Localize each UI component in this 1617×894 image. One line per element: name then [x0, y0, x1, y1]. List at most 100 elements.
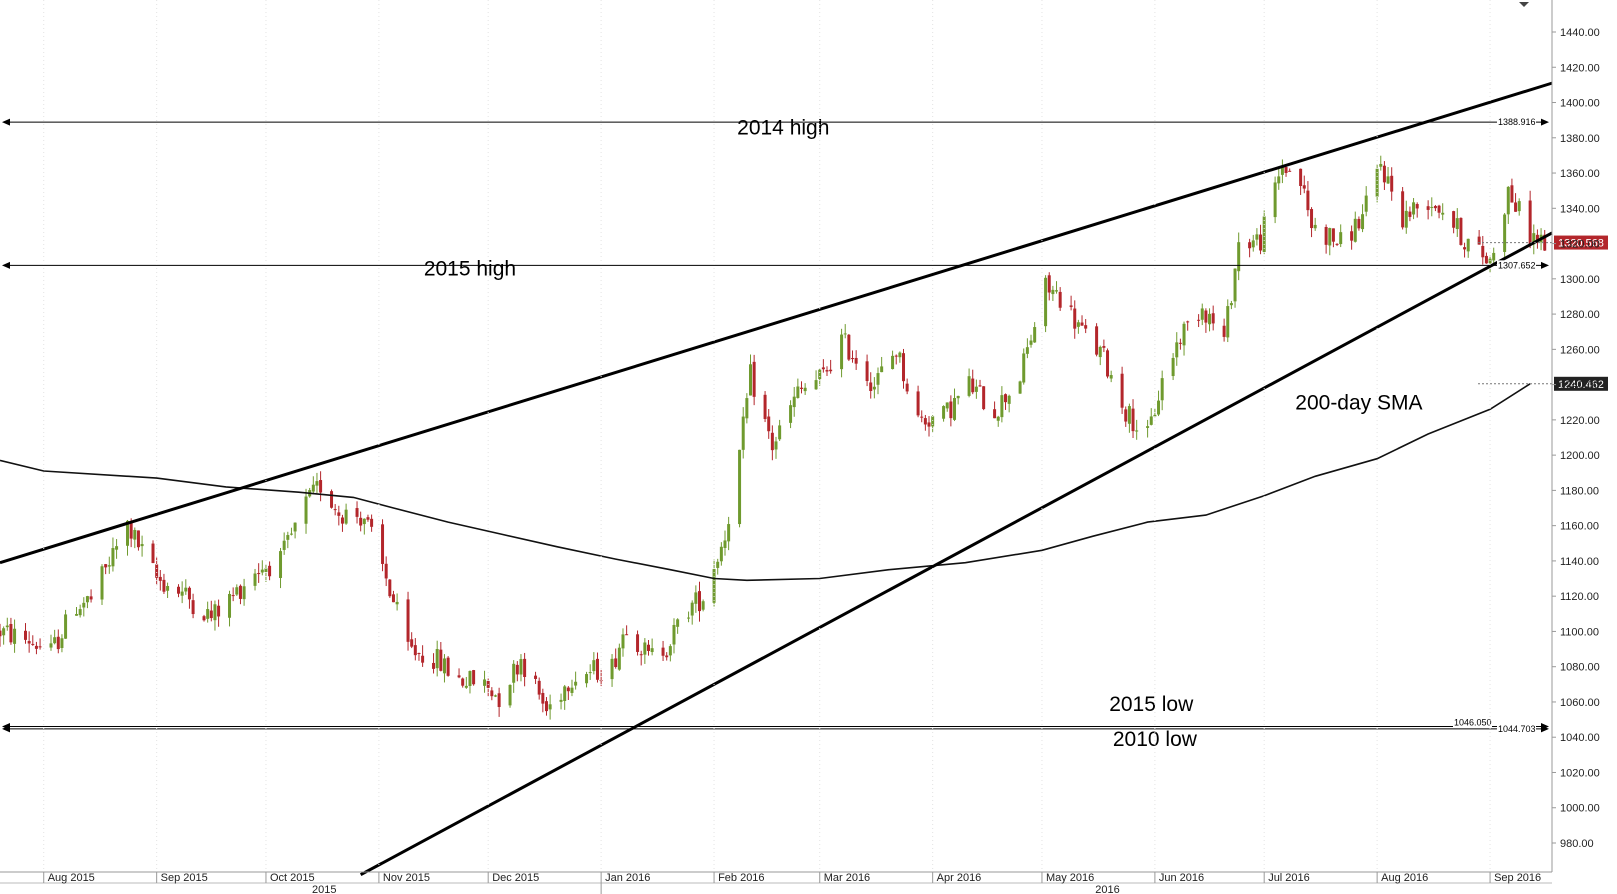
- candle-down: [1415, 204, 1419, 209]
- candle-down: [370, 518, 374, 527]
- candle-up: [1109, 375, 1113, 379]
- candle-down: [9, 623, 13, 643]
- candle-up: [13, 628, 17, 644]
- candle-down: [1284, 166, 1288, 173]
- candle-down: [337, 512, 341, 516]
- y-tick-label: 1180.00: [1560, 485, 1599, 497]
- candle-down: [1047, 275, 1051, 293]
- candle-up: [1153, 414, 1157, 417]
- y-tick-label: 1060.00: [1560, 697, 1600, 709]
- candle-down: [800, 387, 804, 389]
- x-tick-label: Dec 2015: [492, 872, 539, 884]
- candle-down: [1084, 325, 1088, 329]
- candle-up: [1200, 308, 1204, 320]
- candle-down: [763, 394, 767, 419]
- candle-down: [209, 610, 213, 619]
- candle-down: [1069, 305, 1073, 307]
- candle-up: [213, 604, 217, 621]
- candle-up: [898, 352, 902, 358]
- candle-down: [388, 579, 392, 597]
- candle-down: [421, 655, 425, 663]
- candle-up: [548, 704, 552, 710]
- candle-up: [592, 660, 596, 672]
- candle-up: [311, 484, 315, 492]
- candle-down: [413, 645, 417, 656]
- candle-up: [719, 546, 723, 562]
- candle-down: [1102, 346, 1106, 348]
- candle-up: [344, 509, 348, 524]
- candle-down: [257, 573, 261, 575]
- candle-up: [166, 586, 170, 591]
- candle-up: [1055, 290, 1059, 292]
- annotations-layer: 2014 high 2015 high 2015 low 2010 low 200-da…: [424, 116, 1608, 751]
- candle-down: [825, 370, 829, 372]
- y-tick-label: 1400.00: [1560, 98, 1600, 110]
- candle-up: [574, 681, 578, 686]
- level-label-bg: [1453, 717, 1492, 728]
- candle-up: [508, 684, 512, 706]
- candle-down: [136, 530, 140, 548]
- candle-up: [1171, 357, 1175, 377]
- candle-up: [1313, 224, 1317, 229]
- candle-down: [515, 664, 519, 675]
- candle-up: [1455, 218, 1459, 230]
- candle-up: [111, 548, 115, 567]
- candle-up: [741, 416, 745, 450]
- candle-down: [1080, 322, 1084, 326]
- candle-down: [523, 658, 527, 677]
- y-tick-label: 1120.00: [1560, 591, 1599, 603]
- level-label-bg: [1497, 723, 1536, 734]
- candle-up: [64, 614, 68, 639]
- candle-down: [162, 579, 166, 592]
- candle-down: [1186, 321, 1190, 323]
- candle-down: [1426, 206, 1430, 210]
- candle-up: [974, 386, 978, 392]
- y-tick-label: 1040.00: [1560, 732, 1600, 744]
- candle-up: [745, 398, 749, 419]
- candle-up: [1492, 252, 1496, 261]
- candle-down: [410, 639, 414, 647]
- candle-up: [712, 569, 716, 603]
- candle-up: [1182, 323, 1186, 346]
- candle-down: [89, 596, 93, 600]
- year-label: 2016: [1095, 884, 1119, 894]
- candle-down: [566, 687, 570, 692]
- candle-down: [1178, 342, 1182, 344]
- x-tick-label: Aug 2016: [1381, 872, 1428, 884]
- x-tick-label: Jul 2016: [1268, 872, 1310, 884]
- y-tick-label: 1240.00: [1560, 380, 1600, 392]
- candle-down: [971, 378, 975, 393]
- candle-down: [31, 643, 35, 645]
- candle-down: [1390, 175, 1394, 192]
- candle-up: [260, 569, 264, 573]
- candle-down: [894, 355, 898, 357]
- level-arrow-left: [2, 725, 10, 733]
- y-tick-label: 1100.00: [1560, 626, 1599, 638]
- candle-down: [202, 616, 206, 621]
- candle-up: [442, 658, 446, 674]
- candle-down: [1004, 394, 1008, 403]
- candle-down: [1058, 291, 1062, 308]
- candle-up: [282, 540, 286, 550]
- candle-up: [1051, 289, 1055, 295]
- sma-price-tag-box: [1554, 376, 1608, 391]
- candle-up: [1466, 238, 1470, 252]
- candle-down: [359, 517, 363, 526]
- candle-up: [140, 544, 144, 547]
- candle-up: [289, 533, 293, 535]
- candle-down: [1073, 308, 1077, 329]
- candle-up: [818, 369, 822, 380]
- candle-up: [1146, 426, 1150, 428]
- candle-down: [1357, 218, 1361, 229]
- candle-down: [752, 361, 756, 397]
- candle-up: [650, 648, 654, 653]
- candle-up: [676, 619, 680, 627]
- year-label: 2015: [312, 884, 336, 894]
- candle-up: [1379, 163, 1383, 167]
- candle-up: [279, 551, 283, 578]
- candle-down: [355, 508, 359, 517]
- candle-up: [643, 642, 647, 655]
- candle-up: [1000, 395, 1004, 418]
- candle-down: [333, 509, 337, 511]
